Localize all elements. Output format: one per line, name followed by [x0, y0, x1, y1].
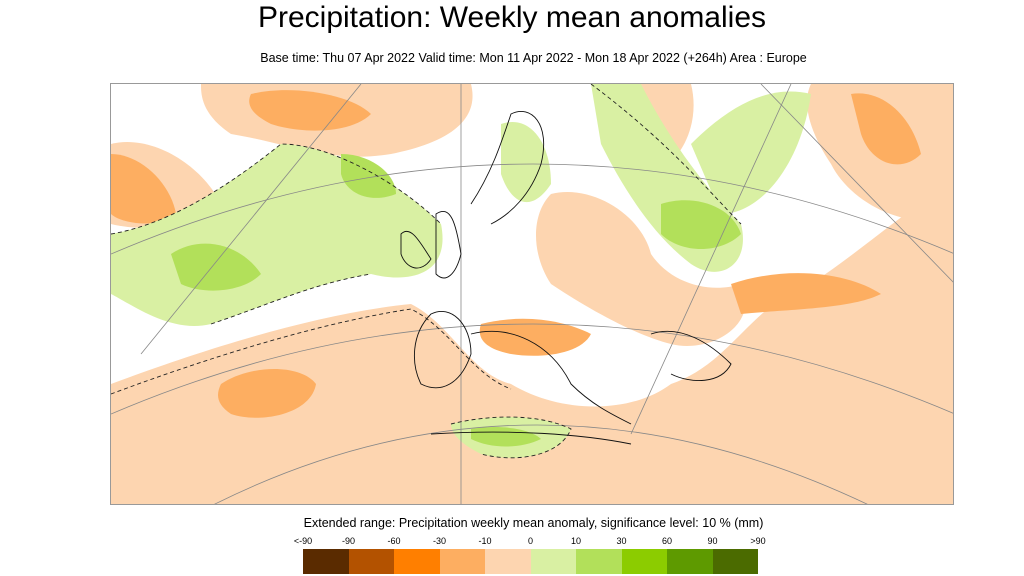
map-title: Precipitation: Weekly mean anomalies [257, 1, 767, 34]
graticule [111, 84, 953, 504]
legend-tick: 0 [527, 536, 533, 546]
legend-swatch [667, 549, 713, 574]
legend-tick: 30 [616, 536, 627, 546]
legend-swatch [530, 549, 576, 574]
legend-swatch [303, 549, 349, 574]
legend-tick: 10 [570, 536, 581, 546]
legend-tick: 90 [707, 536, 718, 546]
legend-tick: <-90 [293, 536, 313, 546]
legend-swatch [621, 549, 667, 574]
legend-swatch [394, 549, 440, 574]
legend-title: Extended range: Precipitation weekly mea… [303, 516, 764, 530]
legend-tick: -10 [478, 536, 492, 546]
map-subtitle: Base time: Thu 07 Apr 2022 Valid time: M… [260, 51, 807, 65]
legend-tick: 60 [661, 536, 672, 546]
legend-swatch [712, 549, 758, 574]
precipitation-anomaly-map [110, 83, 954, 505]
map-canvas [111, 84, 953, 504]
legend-tick: >90 [750, 536, 766, 546]
legend-swatch [348, 549, 394, 574]
legend-swatch [439, 549, 485, 574]
legend-colorbar [303, 549, 758, 574]
moderate-positive-areas [171, 154, 741, 447]
legend-swatch [485, 549, 531, 574]
significance-contours [111, 84, 742, 459]
legend-tick: -30 [432, 536, 446, 546]
legend-swatch [576, 549, 622, 574]
coastlines [400, 111, 732, 445]
moderate-negative-areas [111, 90, 921, 418]
legend-tick: -60 [387, 536, 401, 546]
legend-tick: -90 [341, 536, 355, 546]
